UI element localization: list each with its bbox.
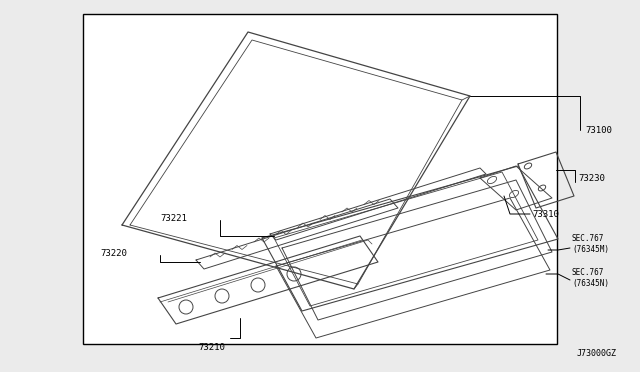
Text: 73220: 73220 (100, 250, 127, 259)
Text: SEC.767
(76345M): SEC.767 (76345M) (572, 234, 609, 254)
Text: J73000GZ: J73000GZ (577, 349, 617, 358)
Text: 73100: 73100 (585, 125, 612, 135)
Text: 73221: 73221 (160, 214, 187, 222)
Text: 73230: 73230 (578, 173, 605, 183)
Text: 73310: 73310 (532, 209, 559, 218)
Bar (83, 14, 557, 344)
Text: 73210: 73210 (198, 343, 225, 352)
Text: SEC.767
(76345N): SEC.767 (76345N) (572, 268, 609, 288)
